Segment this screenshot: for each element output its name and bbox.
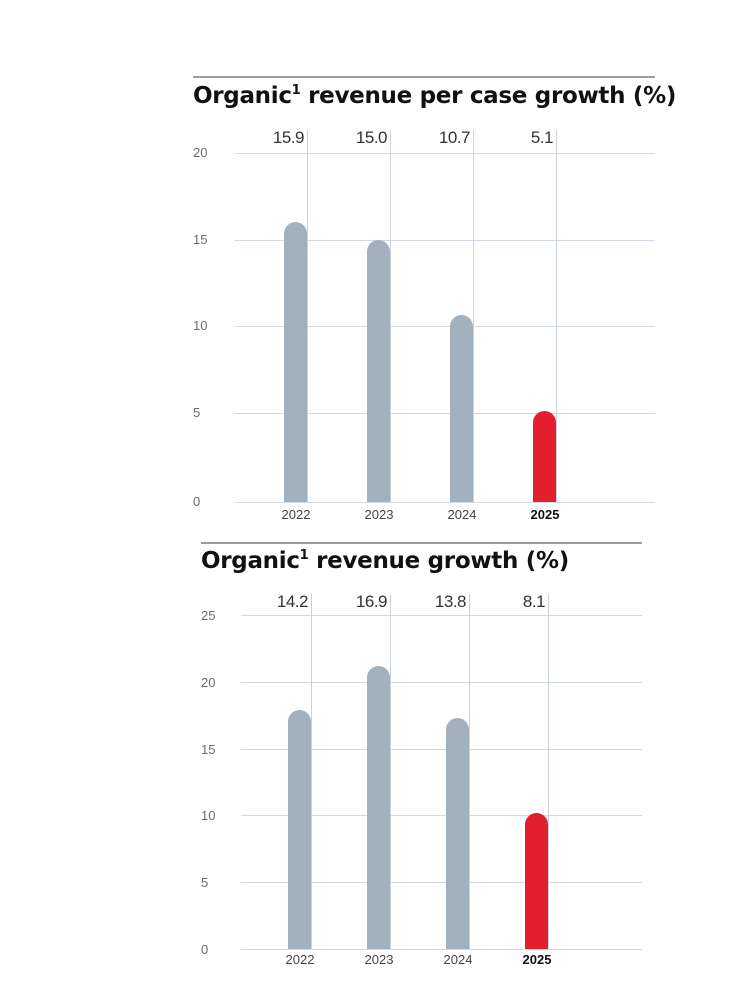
value-label: 13.8 (434, 592, 467, 611)
y-tick: 15 (193, 232, 208, 247)
gridline-10 (241, 815, 642, 816)
bar-2023 (367, 666, 390, 949)
y-tick: 0 (201, 942, 209, 957)
value-label: 16.9 (355, 592, 388, 611)
value-label: 5.1 (530, 128, 554, 147)
x-tick: 2022 (281, 507, 311, 522)
x-tick: 2022 (285, 952, 315, 967)
value-line (311, 594, 312, 949)
gridline-25 (241, 615, 642, 616)
value-line (469, 594, 470, 949)
value-line (390, 594, 391, 949)
bar-2025 (525, 813, 548, 949)
bar-2024 (450, 315, 473, 502)
value-label: 10.7 (438, 128, 471, 147)
y-tick: 15 (201, 742, 216, 757)
y-tick: 20 (201, 675, 216, 690)
gridline-5 (234, 413, 655, 414)
chart-title: Organic1 revenue per case growth (%) (193, 83, 677, 109)
value-line (548, 594, 549, 949)
value-label: 15.9 (272, 128, 305, 147)
y-tick: 10 (193, 318, 208, 333)
gridline-0 (234, 502, 655, 503)
value-line (473, 130, 474, 502)
x-tick-highlight: 2025 (530, 507, 560, 522)
chart-title: Organic1 revenue growth (%) (201, 548, 569, 574)
gridline-15 (241, 749, 642, 750)
x-tick: 2024 (443, 952, 473, 967)
value-label: 15.0 (355, 128, 388, 147)
y-tick: 10 (201, 808, 216, 823)
gridline-15 (234, 240, 655, 241)
y-tick: 20 (193, 145, 208, 160)
title-rule (201, 542, 642, 544)
title-rule (193, 76, 655, 78)
bar-2023 (367, 240, 390, 502)
gridline-0 (241, 949, 642, 950)
value-label: 14.2 (276, 592, 309, 611)
value-label: 8.1 (522, 592, 546, 611)
bar-2022 (288, 710, 311, 949)
bar-2024 (446, 718, 469, 949)
bar-2022 (284, 222, 307, 502)
value-line (556, 130, 557, 502)
x-tick: 2023 (364, 507, 394, 522)
x-tick: 2024 (447, 507, 477, 522)
gridline-10 (234, 326, 655, 327)
y-tick: 25 (201, 608, 216, 623)
gridline-20 (241, 682, 642, 683)
x-tick: 2023 (364, 952, 394, 967)
gridline-5 (241, 882, 642, 883)
bar-2025 (533, 411, 556, 502)
value-line (390, 130, 391, 502)
x-tick-highlight: 2025 (522, 952, 552, 967)
y-tick: 5 (193, 405, 201, 420)
y-tick: 0 (193, 494, 201, 509)
gridline-20 (234, 153, 655, 154)
y-tick: 5 (201, 875, 209, 890)
value-line (307, 130, 308, 502)
